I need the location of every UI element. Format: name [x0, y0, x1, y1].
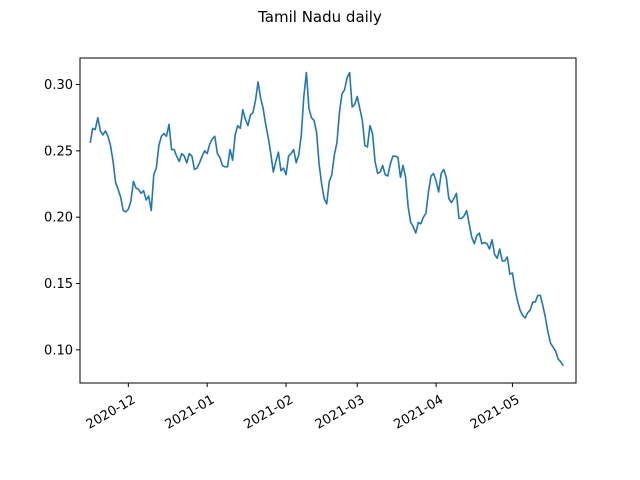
x-tick-label: 2021-03: [313, 392, 368, 432]
x-tick-label: 2020-12: [84, 392, 139, 432]
plot-area: [79, 57, 577, 384]
y-tick-label: 0.30: [44, 78, 73, 93]
chart-title: Tamil Nadu daily: [257, 8, 382, 26]
y-axis: 0.10 0.15 0.20 0.25 0.30: [44, 78, 80, 358]
y-tick-label: 0.20: [44, 211, 73, 226]
x-axis: 2020-12 2021-01 2021-02 2021-03 2021-04 2021-…: [84, 383, 523, 433]
y-tick-label: 0.10: [44, 343, 73, 358]
y-tick-label: 0.15: [44, 277, 73, 292]
x-tick-label: 2021-04: [392, 392, 447, 432]
series-line: [89, 71, 564, 367]
y-tick-label: 0.25: [44, 144, 73, 159]
x-tick-label: 2021-01: [163, 392, 218, 432]
x-tick-label: 2021-02: [241, 392, 296, 432]
x-tick-label: 2021-05: [468, 392, 523, 432]
